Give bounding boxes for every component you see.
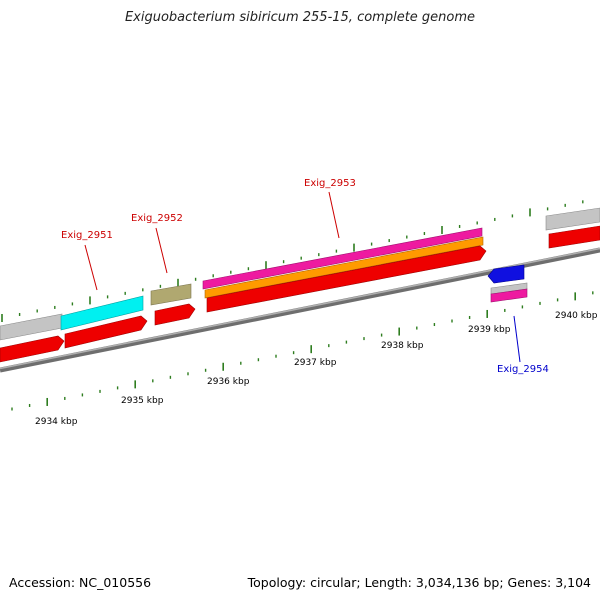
gene-label-exig-2952[interactable]: Exig_2952 bbox=[131, 213, 183, 224]
label-leaders bbox=[84, 191, 521, 363]
gene-feature-exig-2953-magenta[interactable] bbox=[202, 227, 483, 290]
cds-feature-left[interactable] bbox=[0, 335, 65, 363]
kbp-label-2938: 2938 kbp bbox=[381, 341, 424, 351]
cds-feature-exig-2951[interactable] bbox=[64, 315, 148, 349]
gene-feature-grey-right[interactable] bbox=[545, 207, 600, 231]
kbp-label-2937: 2937 kbp bbox=[294, 358, 337, 368]
gene-feature-exig-2952[interactable] bbox=[150, 283, 192, 306]
kbp-label-2934: 2934 kbp bbox=[35, 417, 78, 427]
gene-feature-exig-2954[interactable] bbox=[487, 264, 525, 284]
upper-tick-row bbox=[1, 200, 584, 322]
gene-feature-grey-left[interactable] bbox=[0, 313, 63, 341]
lower-tick-row bbox=[11, 291, 594, 411]
kbp-label-2939: 2939 kbp bbox=[468, 325, 511, 335]
cds-feature-exig-2952[interactable] bbox=[154, 303, 196, 326]
map-title: Exiguobacterium sibiricum 255-15, comple… bbox=[124, 10, 476, 25]
gene-label-exig-2953[interactable]: Exig_2953 bbox=[304, 178, 356, 189]
genome-summary-text: Topology: circular; Length: 3,034,136 bp… bbox=[247, 575, 591, 590]
gene-label-exig-2951[interactable]: Exig_2951 bbox=[61, 230, 113, 241]
cds-feature-right[interactable] bbox=[548, 225, 600, 249]
gene-label-exig-2954[interactable]: Exig_2954 bbox=[497, 364, 549, 375]
accession-text: Accession: NC_010556 bbox=[9, 575, 152, 590]
kbp-label-2940: 2940 kbp bbox=[555, 311, 598, 321]
kbp-label-2936: 2936 kbp bbox=[207, 377, 250, 387]
gene-feature-exig-2951[interactable] bbox=[60, 295, 144, 331]
kbp-label-2935: 2935 kbp bbox=[121, 396, 164, 406]
gene-feature-exig-2954-magenta[interactable] bbox=[490, 288, 528, 303]
feature-track bbox=[0, 207, 600, 363]
gene-feature-exig-2953-orange[interactable] bbox=[204, 236, 484, 299]
cds-feature-exig-2953[interactable] bbox=[206, 245, 487, 313]
